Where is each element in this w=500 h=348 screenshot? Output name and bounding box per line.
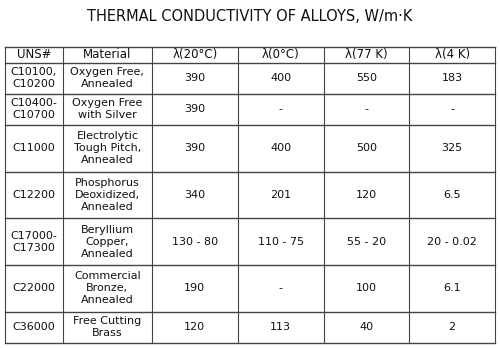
Text: λ(0°C): λ(0°C) — [262, 48, 300, 61]
Text: 550: 550 — [356, 73, 377, 83]
Text: C17000-
C17300: C17000- C17300 — [10, 231, 58, 253]
Text: -: - — [364, 104, 368, 114]
Text: -: - — [278, 104, 282, 114]
Text: 325: 325 — [442, 143, 462, 153]
Text: 6.5: 6.5 — [444, 190, 461, 200]
Text: 6.1: 6.1 — [444, 283, 461, 293]
Text: C12200: C12200 — [12, 190, 56, 200]
Text: Phosphorus
Deoxidized,
Annealed: Phosphorus Deoxidized, Annealed — [75, 178, 140, 212]
Text: C36000: C36000 — [12, 322, 56, 332]
Text: 113: 113 — [270, 322, 291, 332]
Text: 390: 390 — [184, 104, 206, 114]
Text: 40: 40 — [360, 322, 374, 332]
Text: 183: 183 — [442, 73, 462, 83]
Text: 55 - 20: 55 - 20 — [347, 237, 386, 247]
Text: 120: 120 — [184, 322, 206, 332]
Text: -: - — [278, 283, 282, 293]
Text: C10400-
C10700: C10400- C10700 — [10, 98, 58, 120]
Text: UNS#: UNS# — [16, 48, 51, 61]
Text: C11000: C11000 — [12, 143, 56, 153]
Text: 390: 390 — [184, 143, 206, 153]
Text: THERMAL CONDUCTIVITY OF ALLOYS, W/m·K: THERMAL CONDUCTIVITY OF ALLOYS, W/m·K — [88, 9, 412, 24]
Text: 2: 2 — [448, 322, 456, 332]
Text: 400: 400 — [270, 143, 291, 153]
Text: λ(4 K): λ(4 K) — [434, 48, 470, 61]
Text: 400: 400 — [270, 73, 291, 83]
Text: Oxygen Free,
Annealed: Oxygen Free, Annealed — [70, 67, 144, 89]
Text: 100: 100 — [356, 283, 377, 293]
Text: Free Cutting
Brass: Free Cutting Brass — [74, 316, 142, 338]
Text: 190: 190 — [184, 283, 206, 293]
Text: Commercial
Bronze,
Annealed: Commercial Bronze, Annealed — [74, 271, 141, 305]
Text: C10100,
C10200: C10100, C10200 — [11, 67, 57, 89]
Text: 201: 201 — [270, 190, 291, 200]
Text: 120: 120 — [356, 190, 377, 200]
Text: -: - — [450, 104, 454, 114]
Text: 500: 500 — [356, 143, 377, 153]
Text: C22000: C22000 — [12, 283, 56, 293]
Text: Material: Material — [83, 48, 132, 61]
Text: λ(77 K): λ(77 K) — [345, 48, 388, 61]
Text: 110 - 75: 110 - 75 — [258, 237, 304, 247]
Text: 390: 390 — [184, 73, 206, 83]
Text: 20 - 0.02: 20 - 0.02 — [427, 237, 477, 247]
Text: 130 - 80: 130 - 80 — [172, 237, 218, 247]
Text: Oxygen Free
with Silver: Oxygen Free with Silver — [72, 98, 142, 120]
Text: Electrolytic
Tough Pitch,
Annealed: Electrolytic Tough Pitch, Annealed — [74, 131, 141, 165]
Text: λ(20°C): λ(20°C) — [172, 48, 218, 61]
Text: 340: 340 — [184, 190, 206, 200]
Text: Beryllium
Copper,
Annealed: Beryllium Copper, Annealed — [81, 224, 134, 259]
